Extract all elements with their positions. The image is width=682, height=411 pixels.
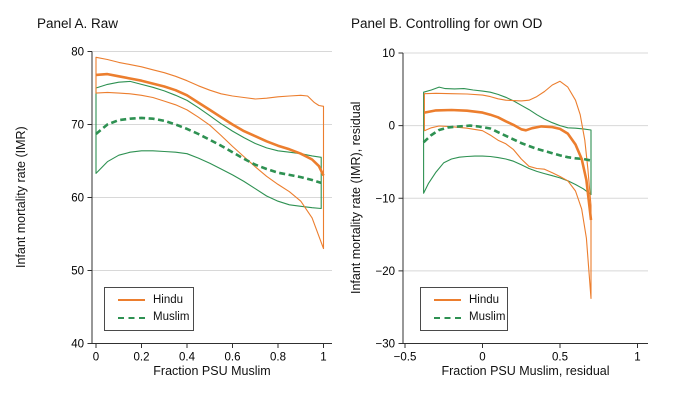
muslim-line-swatch xyxy=(118,316,145,319)
legend-entry-muslim: Muslim xyxy=(434,311,507,324)
x-tick-label: 1 xyxy=(320,352,326,364)
panel-a-legend: Hindu Muslim xyxy=(104,287,194,331)
x-tick-label: 0.5 xyxy=(552,352,568,364)
hindu-line-swatch xyxy=(118,299,145,302)
panel-a-y-axis-label: Infant mortality rate (IMR) xyxy=(14,126,28,269)
y-tick-label: 40 xyxy=(71,339,84,351)
legend-label-muslim: Muslim xyxy=(469,311,506,323)
muslim-ci-band xyxy=(423,86,592,196)
panel-b-x-axis-label: Fraction PSU Muslim, residual xyxy=(441,364,610,378)
x-tick-label: −0.5 xyxy=(394,352,417,364)
legend-entry-hindu: Hindu xyxy=(118,293,193,307)
x-tick-label: 0 xyxy=(93,352,99,364)
y-tick-label: 80 xyxy=(71,47,84,59)
y-tick-label: −20 xyxy=(375,266,395,278)
muslim-line-swatch xyxy=(434,316,461,319)
y-tick-label: 70 xyxy=(71,120,84,132)
hindu-main-line xyxy=(424,108,593,221)
legend-entry-muslim: Muslim xyxy=(118,311,193,324)
y-tick-label: −10 xyxy=(375,193,395,205)
panel-a-title: Panel A. Raw xyxy=(37,16,119,31)
legend-entry-hindu: Hindu xyxy=(434,293,507,307)
x-tick-label: 0.4 xyxy=(179,352,196,364)
x-tick-label: 1 xyxy=(634,352,640,364)
y-tick-label: 0 xyxy=(389,121,395,133)
hindu-main-line xyxy=(95,72,325,177)
x-tick-label: 0 xyxy=(479,352,485,364)
legend-label-muslim: Muslim xyxy=(153,311,190,323)
panel-b-plot: −30 −20 −10 0 10 −0.5 0 0.5 1 xyxy=(375,48,648,364)
panel-a-x-axis-label: Fraction PSU Muslim xyxy=(153,364,271,378)
hindu-ci-band xyxy=(423,80,592,300)
muslim-ci-band xyxy=(95,80,322,210)
hindu-line-swatch xyxy=(434,299,461,302)
panel-b-legend: Hindu Muslim xyxy=(420,287,508,331)
y-tick-label: 60 xyxy=(71,193,84,205)
panel-a-plot: 40 50 60 70 80 0 0.2 0.4 0.6 0.8 1 xyxy=(71,47,332,364)
panel-b-title: Panel B. Controlling for own OD xyxy=(351,16,543,31)
y-tick-label: 50 xyxy=(71,266,84,278)
panel-b-y-axis-label: Infant mortality rate (IMR), residual xyxy=(349,101,363,294)
legend-label-hindu: Hindu xyxy=(469,293,500,306)
muslim-main-line xyxy=(95,116,322,185)
x-tick-label: 0.6 xyxy=(225,352,241,364)
y-tick-label: 10 xyxy=(382,48,395,60)
x-tick-label: 0.2 xyxy=(134,352,150,364)
hindu-ci-band xyxy=(95,56,325,250)
legend-label-hindu: Hindu xyxy=(153,293,184,306)
x-tick-label: 0.8 xyxy=(270,352,286,364)
y-tick-label: −30 xyxy=(375,339,395,351)
muslim-main-line xyxy=(422,124,592,162)
